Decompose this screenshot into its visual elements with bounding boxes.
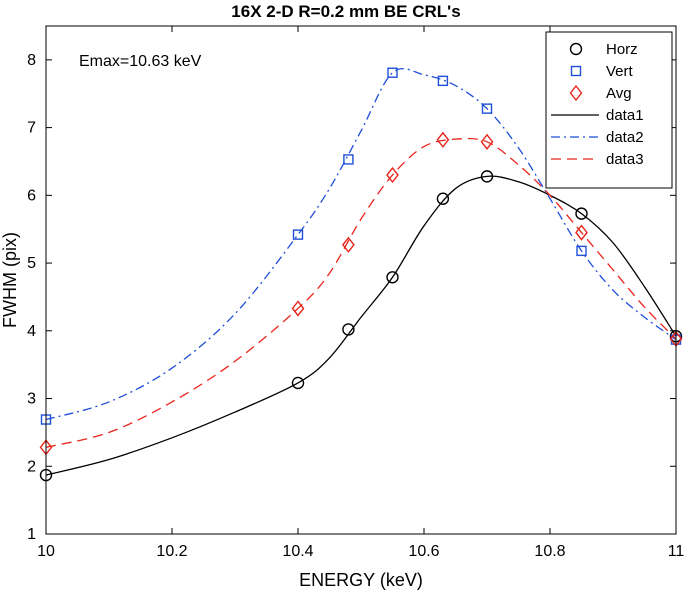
legend-marker-vert	[570, 65, 582, 77]
x-tick-label: 11	[668, 543, 685, 560]
chart-title: 16X 2-D R=0.2 mm BE CRL's	[231, 2, 460, 21]
y-tick-label: 1	[27, 526, 36, 543]
emax-annotation: Emax=10.63 keV	[79, 53, 202, 70]
data-point-horz	[436, 192, 450, 205]
y-tick-label: 3	[27, 391, 36, 408]
series-line-data3	[45, 137, 677, 448]
x-tick-label: 10.6	[408, 543, 439, 560]
data-point-avg	[386, 166, 399, 184]
x-tick-label: 10.2	[156, 543, 187, 560]
data-point-vert	[437, 75, 449, 87]
data-point-horz	[575, 207, 588, 220]
legend-label-data1: data1	[606, 107, 644, 124]
y-tick-label: 2	[27, 458, 36, 475]
legend-label-data2: data2	[606, 129, 644, 146]
y-axis-ticks: 1 2 3 4 5 6 7 8	[27, 52, 676, 543]
data-point-horz	[291, 376, 305, 390]
data-point-avg	[480, 133, 494, 150]
plot-frame	[45, 25, 677, 535]
data-point-vert	[292, 229, 304, 240]
data-point-avg	[291, 300, 305, 317]
legend-label-avg: Avg	[606, 85, 632, 102]
legend-label-horz: Horz	[606, 41, 638, 58]
x-tick-label: 10	[37, 543, 55, 560]
legend-marker-horz	[569, 42, 583, 56]
data-point-vert	[481, 103, 493, 114]
y-axis-label: FWHM (pix)	[0, 232, 20, 328]
legend-label-vert: Vert	[606, 63, 634, 80]
x-tick-label: 10.8	[534, 543, 565, 560]
data-point-vert	[343, 154, 354, 165]
plot-markers	[39, 67, 683, 482]
y-tick-label: 7	[27, 120, 36, 137]
legend-box	[545, 31, 673, 189]
series-line-data1	[45, 175, 677, 476]
y-tick-label: 8	[27, 52, 36, 69]
data-point-avg	[575, 224, 588, 241]
y-tick-label: 5	[27, 255, 36, 272]
data-point-vert	[387, 67, 398, 78]
x-axis-ticks: 10 10.2 10.4 10.6 10.8 11	[37, 26, 684, 560]
data-point-horz	[342, 323, 355, 336]
legend-marker-avg	[569, 84, 583, 102]
legend-label-data3: data3	[606, 151, 644, 168]
x-axis-label: ENERGY (keV)	[299, 570, 423, 590]
y-tick-label: 4	[27, 323, 36, 340]
data-point-horz	[480, 170, 494, 183]
data-point-horz	[386, 271, 399, 284]
data-point-vert	[576, 245, 587, 257]
y-tick-label: 6	[27, 187, 36, 204]
legend: Horz Vert Avg data1 data2 data3	[545, 31, 673, 189]
x-tick-label: 10.4	[282, 543, 313, 560]
data-point-avg	[342, 236, 355, 253]
data-point-avg	[436, 131, 450, 148]
